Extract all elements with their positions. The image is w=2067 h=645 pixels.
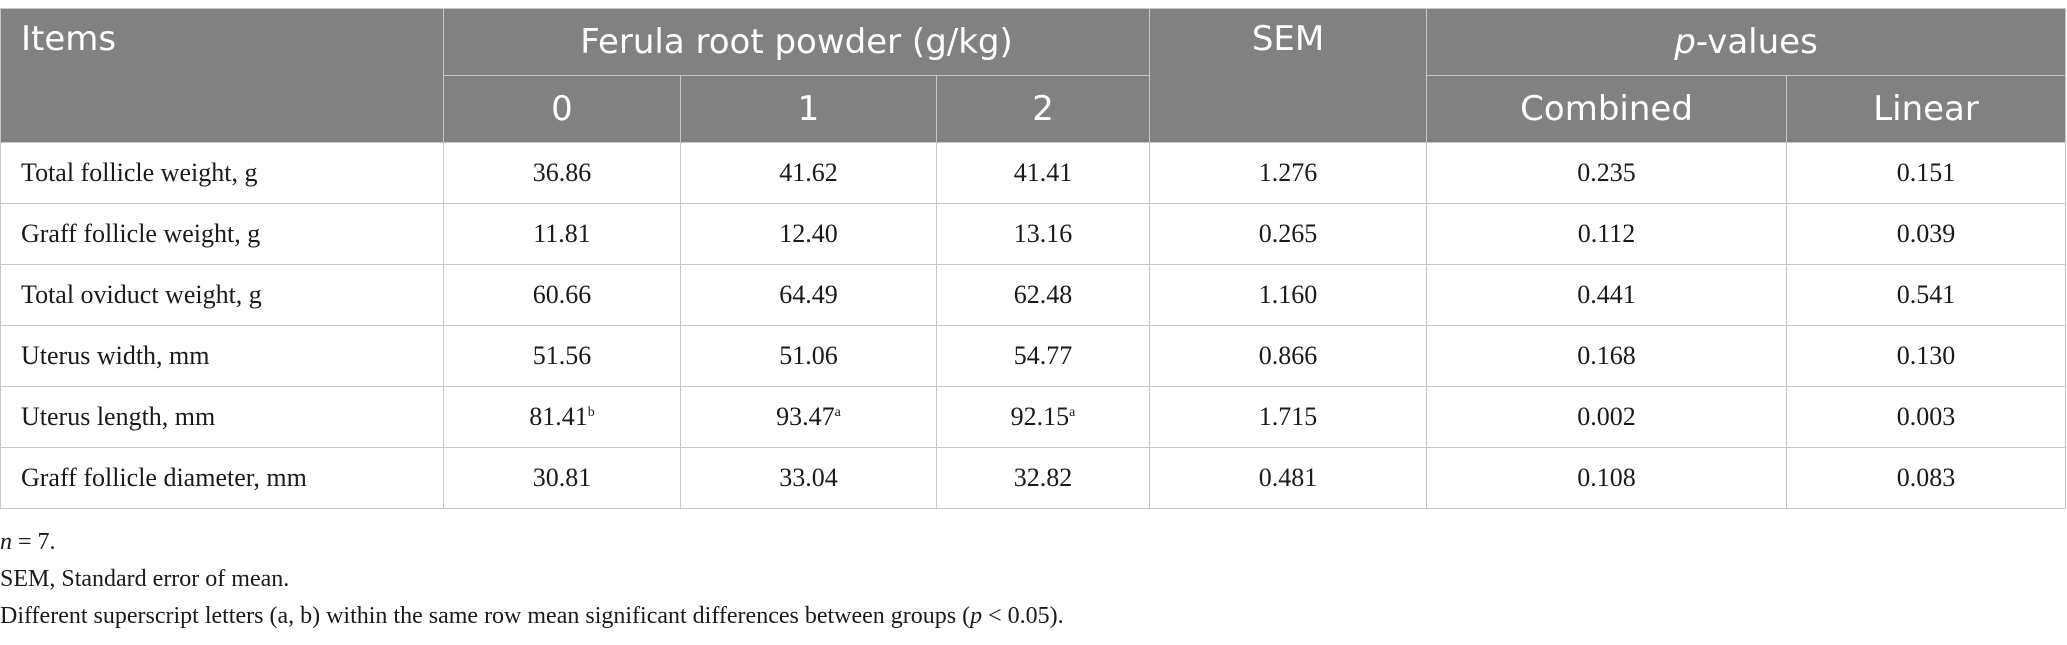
value-cell-v0: 11.81 (443, 203, 681, 265)
table-row: Graff follicle diameter, mm 30.81 33.04 32.… (0, 447, 2067, 509)
sem-cell: 1.160 (1149, 264, 1428, 326)
note-n: n = 7. (0, 524, 1064, 561)
linear-p-cell: 0.130 (1786, 325, 2067, 387)
value-cell-v2: 13.16 (935, 203, 1151, 265)
value-cell-v0: 36.86 (443, 142, 681, 204)
value-cell-v2: 32.82 (935, 447, 1151, 509)
value: 36.86 (532, 158, 592, 187)
linear-p-cell: 0.003 (1786, 386, 2067, 448)
value: 13.16 (1013, 219, 1073, 248)
significance-superscript: a (1069, 405, 1076, 420)
table-row: Graff follicle weight, g 11.81 12.40 13.16 0… (0, 203, 2067, 265)
value: 12.40 (779, 219, 838, 248)
value-cell-v1: 64.49 (680, 264, 937, 326)
table-row: Total oviduct weight, g 60.66 64.49 62.48 1.… (0, 264, 2067, 326)
note-significance: Different superscript letters (a, b) wit… (0, 598, 1064, 635)
significance-superscript: a (834, 405, 841, 420)
value-cell-v0: 51.56 (443, 325, 681, 387)
value: 32.82 (1013, 463, 1073, 492)
combined-p-cell: 0.112 (1426, 203, 1788, 265)
value-cell-v2: 54.77 (935, 325, 1151, 387)
value: 62.48 (1013, 280, 1073, 309)
value: 51.06 (779, 341, 838, 370)
value: 33.04 (779, 463, 838, 492)
n-symbol: n (0, 529, 12, 555)
sem-cell: 0.265 (1149, 203, 1428, 265)
sig-p-symbol: p (970, 603, 983, 629)
header-row-2: 0 1 2 Combined Linear (1, 75, 2067, 143)
level-header-2: 2 (935, 75, 1151, 143)
table-body: Total follicle weight, g 36.86 41.62 41.41 1… (0, 142, 2067, 509)
value: 81.41 (529, 402, 588, 431)
sig-threshold: < 0.05). (982, 603, 1064, 629)
combined-p-cell: 0.235 (1426, 142, 1788, 204)
value: 51.56 (532, 341, 592, 370)
combined-p-cell: 0.441 (1426, 264, 1788, 326)
header-row-1: Items Ferula root powder (g/kg) SEM p-va… (0, 8, 2067, 143)
value: 54.77 (1013, 341, 1073, 370)
value: 92.15 (1010, 402, 1070, 431)
value-cell-v2: 92.15a (935, 386, 1151, 448)
p-symbol: p (1674, 22, 1696, 62)
linear-p-cell: 0.541 (1786, 264, 2067, 326)
row-label: Total oviduct weight, g (0, 264, 444, 326)
level-header-1: 1 (680, 75, 937, 143)
table-row: Total follicle weight, g 36.86 41.62 41.41 1… (0, 142, 2067, 204)
row-label: Graff follicle diameter, mm (0, 447, 444, 509)
sem-cell: 1.276 (1149, 142, 1428, 204)
value: 30.81 (532, 463, 592, 492)
p-values-suffix: -values (1695, 22, 1818, 62)
value-cell-v1: 41.62 (680, 142, 937, 204)
row-label: Total follicle weight, g (0, 142, 444, 204)
sem-cell: 1.715 (1149, 386, 1428, 448)
value-cell-v1: 12.40 (680, 203, 937, 265)
linear-header: Linear (1786, 75, 2067, 143)
value-cell-v1: 51.06 (680, 325, 937, 387)
value: 41.41 (1013, 158, 1073, 187)
note-sem: SEM, Standard error of mean. (0, 566, 290, 592)
value-cell-v1: 93.47a (680, 386, 937, 448)
row-label: Graff follicle weight, g (0, 203, 444, 265)
value: 11.81 (533, 219, 591, 248)
combined-p-cell: 0.002 (1426, 386, 1788, 448)
value-cell-v0: 30.81 (443, 447, 681, 509)
value: 60.66 (532, 280, 592, 309)
row-label: Uterus length, mm (0, 386, 444, 448)
sig-text: Different superscript letters (a, b) wit… (0, 603, 971, 629)
linear-p-cell: 0.083 (1786, 447, 2067, 509)
value-cell-v2: 62.48 (935, 264, 1151, 326)
value-cell-v0: 81.41b (443, 386, 681, 448)
combined-p-cell: 0.108 (1426, 447, 1788, 509)
level-header-0: 0 (443, 75, 681, 143)
table-row: Uterus width, mm 51.56 51.06 54.77 0.866 0.16… (0, 325, 2067, 387)
sem-header: SEM (1149, 8, 1428, 143)
combined-header: Combined (1426, 75, 1788, 143)
value: 41.62 (779, 158, 838, 187)
results-table: Items Ferula root powder (g/kg) SEM p-va… (0, 8, 2067, 509)
linear-p-cell: 0.039 (1786, 203, 2067, 265)
table-notes: n = 7. SEM, Standard error of mean. Diff… (0, 524, 1064, 635)
combined-p-cell: 0.168 (1426, 325, 1788, 387)
value-cell-v1: 33.04 (680, 447, 937, 509)
group-header: Ferula root powder (g/kg) (442, 8, 1151, 76)
row-label: Uterus width, mm (0, 325, 444, 387)
value-cell-v2: 41.41 (935, 142, 1151, 204)
value: 64.49 (779, 280, 838, 309)
sem-cell: 0.866 (1149, 325, 1428, 387)
significance-superscript: b (587, 405, 595, 420)
value: 93.47 (776, 402, 835, 431)
table-row: Uterus length, mm 81.41b 93.47a 92.15a 1.715… (0, 386, 2067, 448)
p-values-header: p-values (1426, 8, 2067, 76)
n-value: = 7. (12, 529, 56, 555)
value-cell-v0: 60.66 (443, 264, 681, 326)
sem-cell: 0.481 (1149, 447, 1428, 509)
linear-p-cell: 0.151 (1786, 142, 2067, 204)
items-header: Items (0, 8, 444, 143)
